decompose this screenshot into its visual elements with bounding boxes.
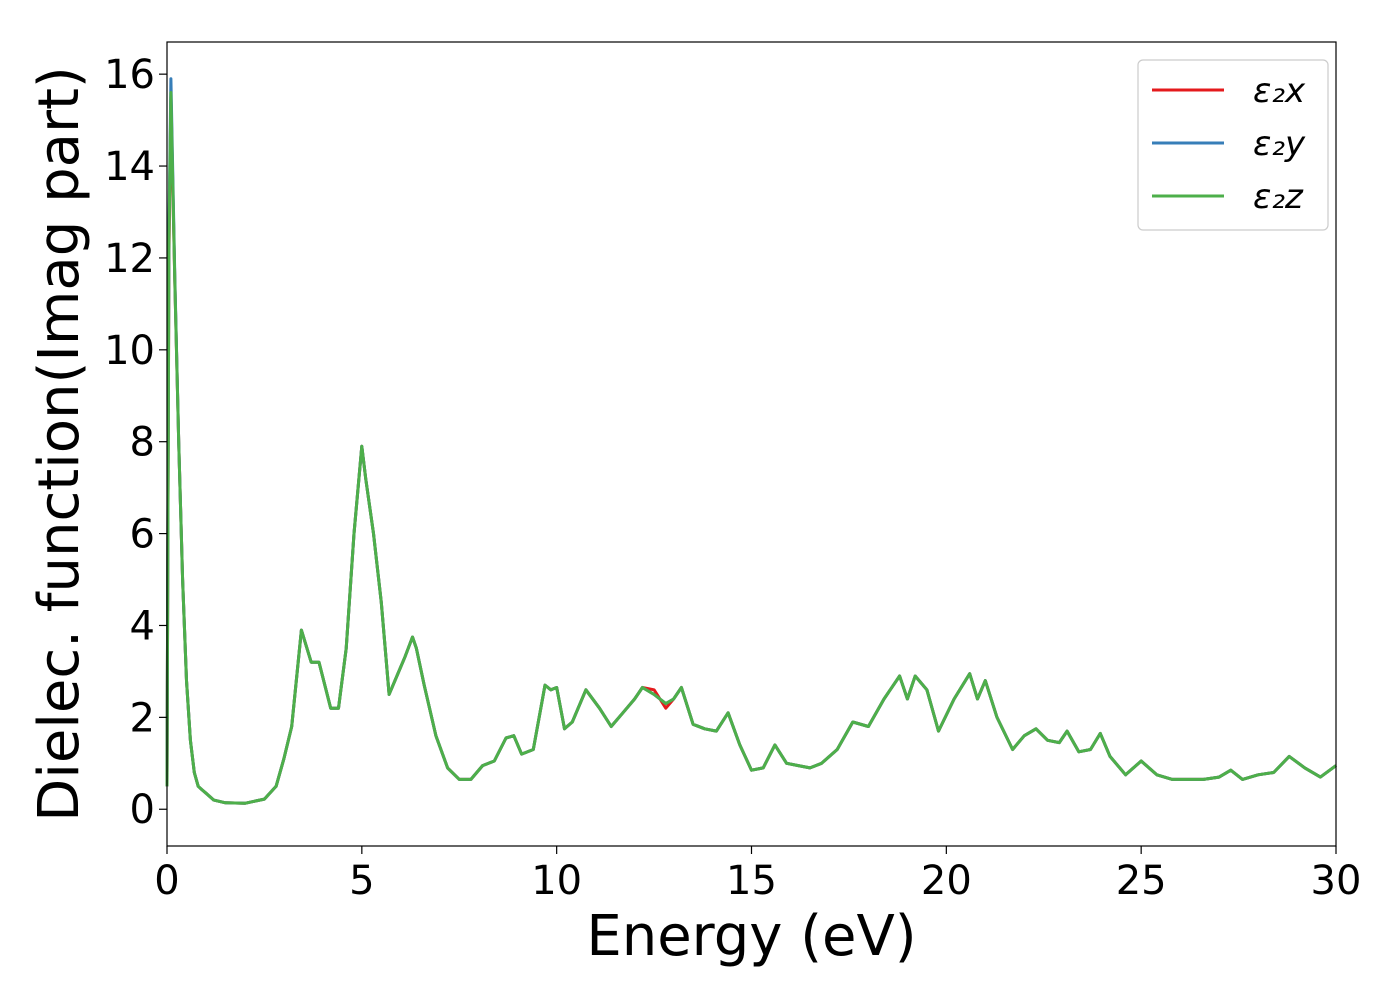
y-tick-label: 0 bbox=[130, 787, 155, 833]
x-tick-label: 0 bbox=[154, 858, 179, 904]
legend-item: ε₂x bbox=[1152, 71, 1306, 111]
x-tick-label: 10 bbox=[531, 858, 582, 904]
legend-items: ε₂x ε₂y ε₂z bbox=[1152, 71, 1306, 217]
x-axis-ticks: 0 5 10 15 20 25 30 bbox=[154, 846, 1361, 904]
x-tick-label: 30 bbox=[1311, 858, 1362, 904]
legend-label: ε₂y bbox=[1253, 124, 1306, 164]
series-layer bbox=[165, 77, 1337, 805]
y-axis-ticks: 0 2 4 6 8 10 12 14 16 bbox=[104, 52, 167, 833]
y-tick-label: 6 bbox=[130, 512, 155, 558]
x-tick-label: 20 bbox=[921, 858, 972, 904]
y-tick-label: 16 bbox=[104, 52, 155, 98]
y-tick-label: 10 bbox=[104, 328, 155, 374]
x-tick-label: 15 bbox=[726, 858, 777, 904]
x-tick-label: 25 bbox=[1116, 858, 1167, 904]
y-tick-label: 4 bbox=[130, 603, 155, 649]
series-line-3 bbox=[165, 91, 1337, 805]
legend: ε₂x ε₂y ε₂z bbox=[1137, 59, 1329, 231]
y-axis-title: Dielec. function(Imag part) bbox=[27, 66, 92, 822]
y-tick-label: 14 bbox=[104, 144, 155, 190]
legend-label: ε₂x bbox=[1253, 71, 1306, 111]
legend-item: ε₂z bbox=[1152, 177, 1304, 217]
legend-box bbox=[1137, 59, 1329, 231]
y-tick-label: 8 bbox=[130, 420, 155, 466]
y-tick-label: 12 bbox=[104, 236, 155, 282]
legend-label: ε₂z bbox=[1253, 177, 1304, 217]
x-axis-title: Energy (eV) bbox=[586, 904, 916, 969]
x-tick-label: 5 bbox=[349, 858, 374, 904]
legend-item: ε₂y bbox=[1152, 124, 1306, 164]
y-tick-label: 2 bbox=[130, 695, 155, 741]
